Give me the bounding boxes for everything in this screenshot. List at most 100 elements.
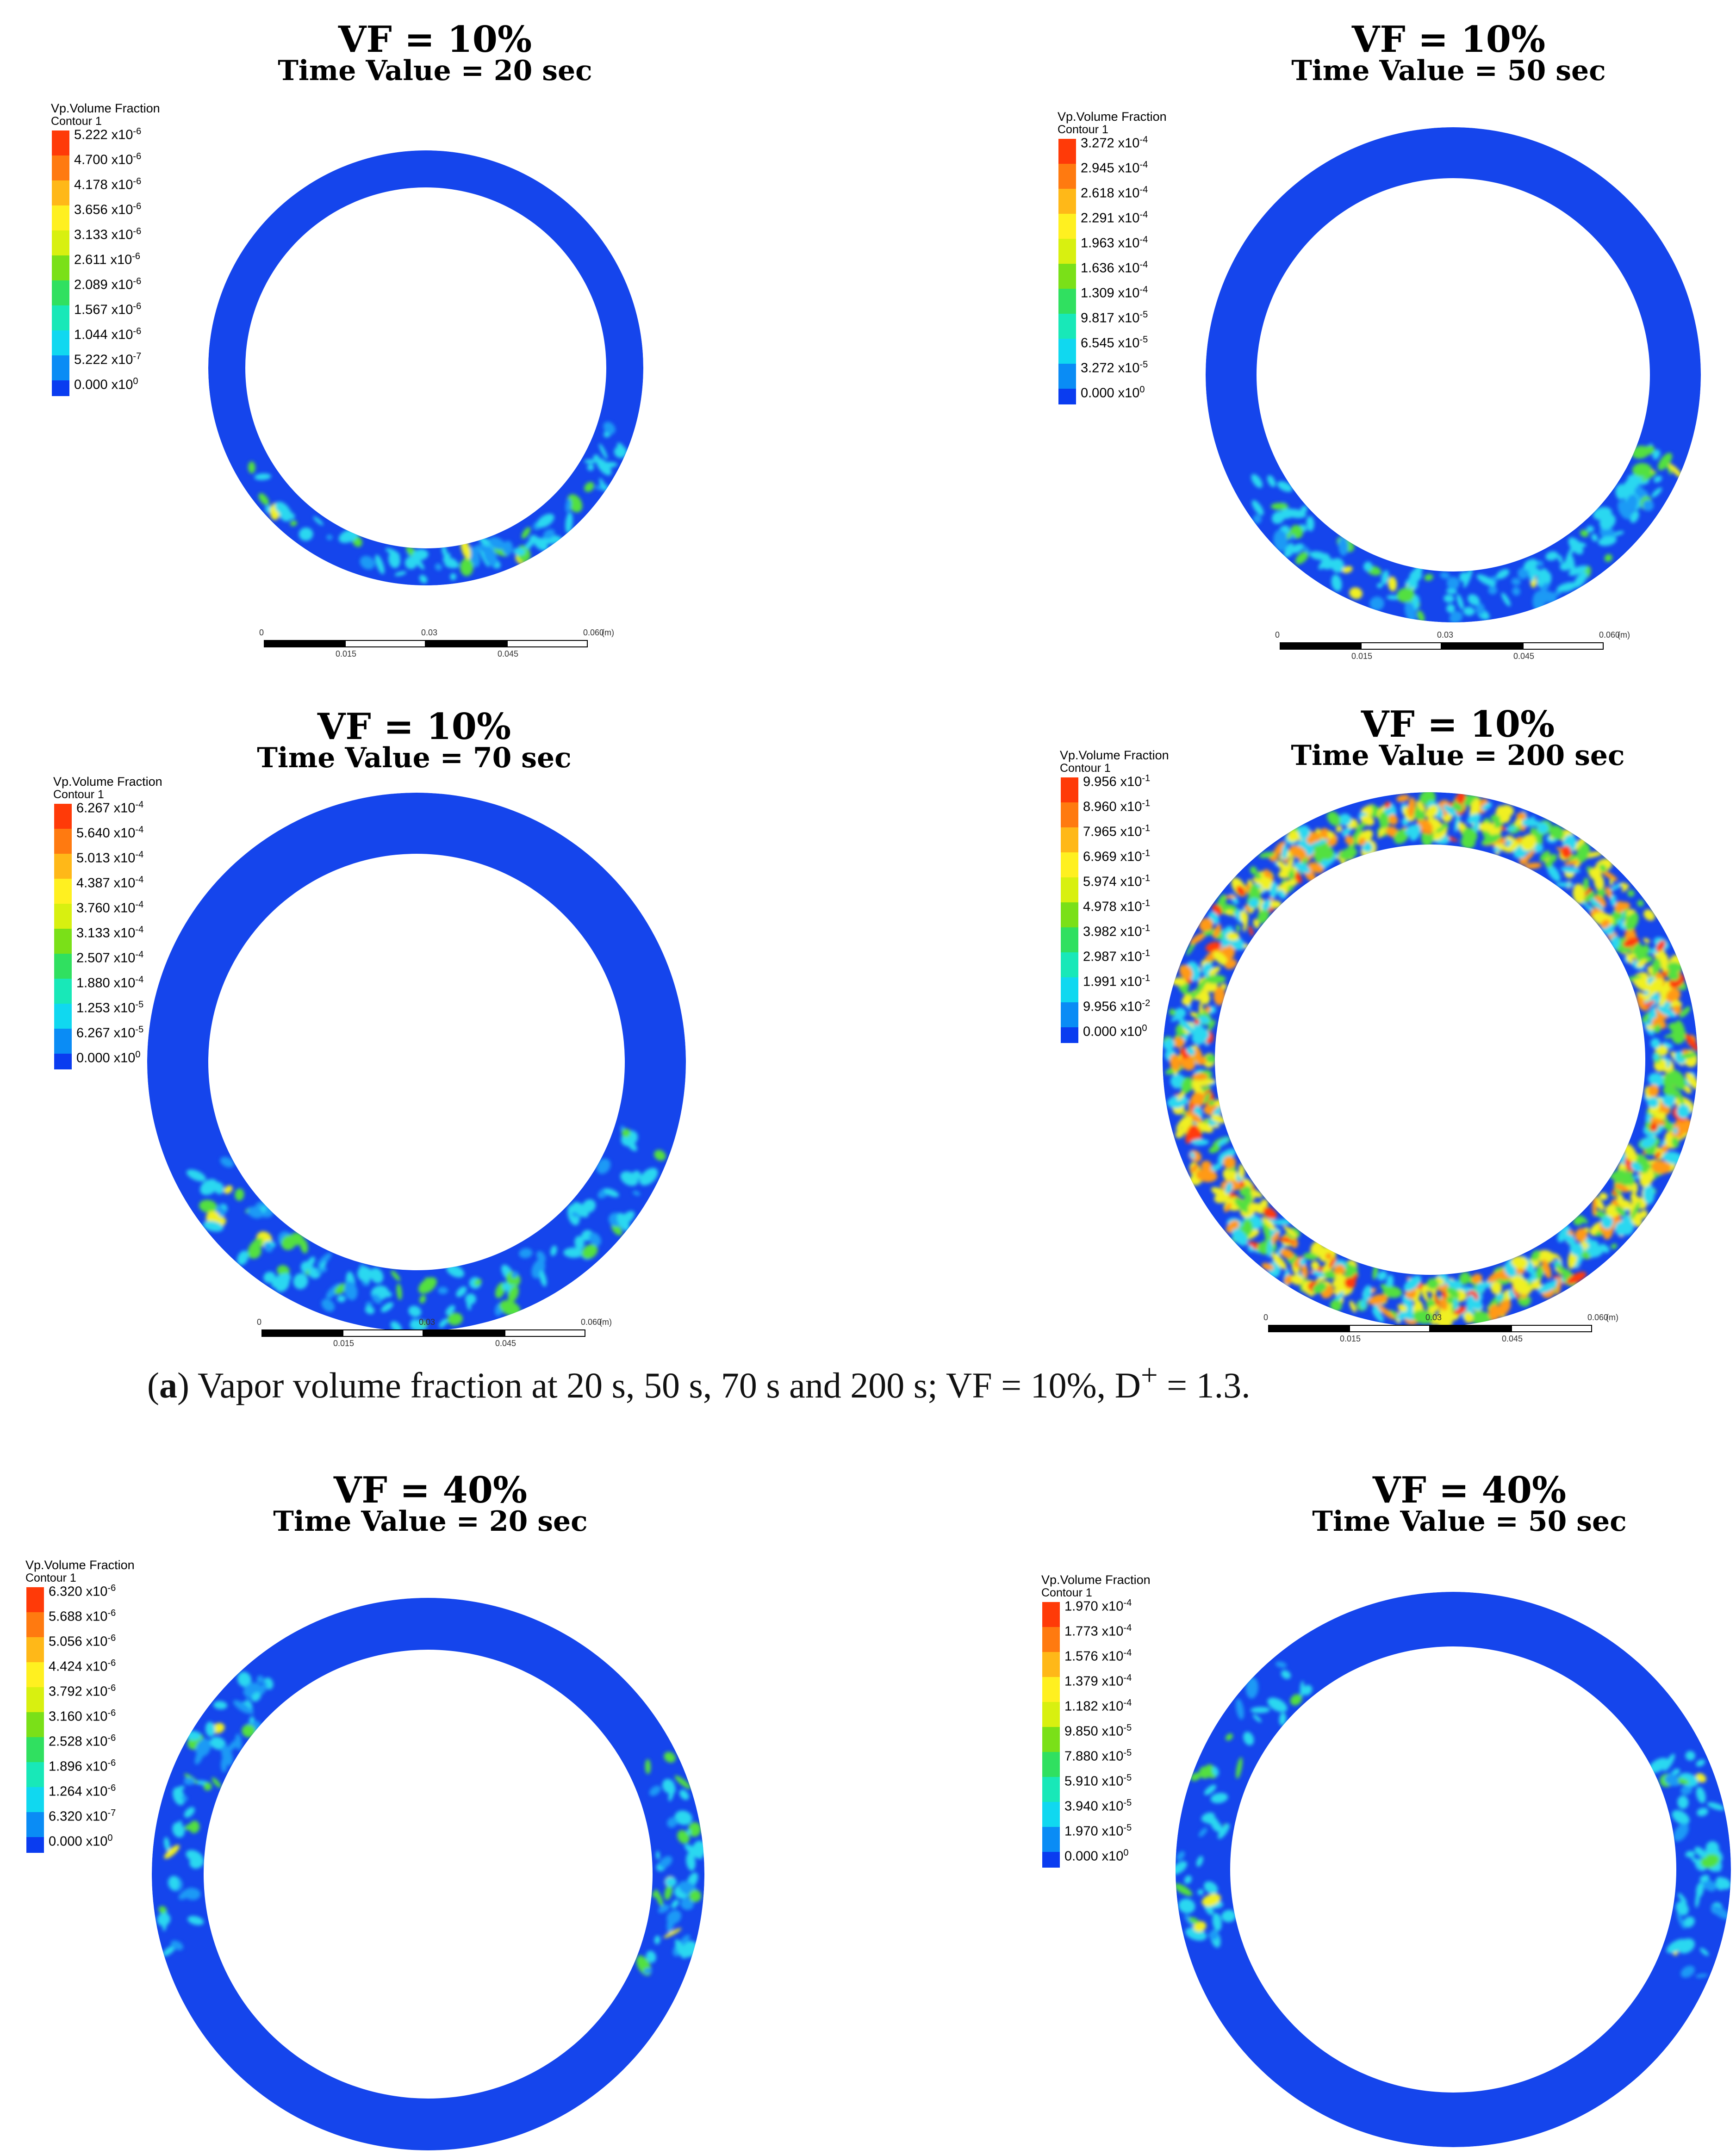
vapor-patch	[1213, 951, 1228, 966]
legend-swatch	[26, 1612, 44, 1637]
legend-tick-mantissa: 4.424	[49, 1659, 82, 1674]
vapor-patch	[391, 1270, 401, 1281]
vapor-patch	[1244, 1178, 1253, 1190]
vapor-patch	[572, 1202, 589, 1217]
legend-tick-exponent: 0	[1142, 1023, 1147, 1033]
legend-tick-label: 5.640 x10-4	[76, 823, 143, 840]
vapor-patch	[1377, 1304, 1395, 1320]
vapor-patch	[224, 1185, 233, 1194]
vapor-patch	[1205, 1006, 1211, 1013]
legend-tick-mantissa: 6.320	[49, 1584, 82, 1599]
vapor-patch	[1176, 1883, 1193, 1896]
vapor-patch	[404, 556, 417, 569]
vapor-patch	[1338, 537, 1348, 556]
vapor-patch	[1588, 1240, 1599, 1249]
vapor-patch	[1556, 882, 1574, 888]
legend-swatch	[26, 1712, 44, 1737]
legend-tick-mantissa: 5.222	[74, 127, 108, 143]
legend-swatch	[54, 1054, 72, 1069]
vapor-patch	[1196, 1056, 1207, 1065]
vapor-patch	[1369, 596, 1384, 611]
vapor-patch	[1697, 1807, 1708, 1816]
vapor-fraction-field	[1176, 1661, 1731, 1978]
vapor-patch	[668, 1785, 675, 1801]
vapor-patch	[1388, 576, 1397, 591]
legend-tick-mantissa: 1.044	[74, 327, 108, 342]
legend-swatch	[54, 929, 72, 954]
vapor-patch	[1528, 562, 1535, 582]
vapor-patch	[1677, 1938, 1695, 1954]
legend-tick-base: x10	[82, 1584, 108, 1599]
vapor-patch	[1302, 545, 1311, 554]
scale-segment	[507, 640, 588, 647]
vapor-patch	[187, 1916, 204, 1925]
legend-tick-exponent: -4	[135, 950, 144, 960]
vapor-patch	[1267, 1697, 1288, 1712]
vapor-patch	[1169, 1008, 1176, 1016]
vapor-patch	[679, 1934, 690, 1946]
vapor-patch	[1647, 1097, 1659, 1108]
legend-tick-exponent: -1	[1142, 848, 1151, 858]
vapor-patch	[1426, 1278, 1439, 1290]
legend-tick-exponent: -5	[1123, 1773, 1132, 1783]
vapor-patch	[1446, 588, 1457, 594]
vapor-patch	[317, 1253, 332, 1267]
annulus-base	[1176, 1592, 1731, 2147]
vapor-patch	[1248, 1245, 1254, 1252]
contour-legend: Vp.Volume Fraction Contour 1 9.956 x10-1 8.…	[1060, 749, 1236, 1063]
vapor-patch	[1328, 1257, 1336, 1268]
vapor-patch	[1680, 1052, 1698, 1059]
vapor-patch	[614, 446, 627, 458]
vapor-patch	[254, 473, 271, 480]
vapor-patch	[1602, 927, 1615, 935]
scale-label: 0.03	[421, 628, 438, 637]
vapor-patch	[1223, 1156, 1236, 1169]
vapor-patch	[1516, 812, 1527, 820]
annulus-contour-plot	[152, 1598, 705, 2150]
vapor-patch	[1199, 1766, 1210, 1779]
annulus-base	[1163, 792, 1698, 1327]
vapor-patch	[1362, 1285, 1372, 1302]
vapor-patch	[1197, 1122, 1213, 1133]
vapor-patch	[1518, 567, 1529, 579]
vapor-patch	[1597, 888, 1605, 897]
vapor-patch	[1174, 1007, 1186, 1019]
legend-swatch	[26, 1837, 44, 1853]
vapor-patch	[1668, 464, 1683, 478]
vapor-patch	[162, 1911, 168, 1931]
vapor-patch	[1521, 834, 1537, 851]
vapor-patch	[1475, 602, 1485, 615]
legend-tick-mantissa: 9.956	[1083, 774, 1117, 789]
vapor-patch	[1294, 862, 1311, 873]
vapor-patch	[584, 482, 595, 492]
vapor-patch	[659, 1856, 672, 1868]
legend-tick-base: x10	[1098, 1774, 1124, 1789]
legend-tick-base: x10	[106, 252, 132, 267]
vapor-patch	[1504, 1262, 1517, 1278]
legend-tick-mantissa: 0.000	[1083, 1024, 1117, 1039]
vapor-patch	[632, 1170, 641, 1180]
legend-tick-exponent: -4	[1123, 1598, 1132, 1608]
vapor-patch	[1519, 850, 1536, 865]
vapor-patch	[421, 1320, 428, 1327]
vapor-patch	[666, 1910, 682, 1925]
vapor-patch	[1611, 1243, 1618, 1249]
legend-tick-label: 7.880 x10-5	[1064, 1746, 1132, 1764]
legend-tick-exponent: -6	[133, 326, 142, 336]
vapor-patch	[1599, 864, 1607, 872]
vapor-patch	[186, 1169, 206, 1182]
vapor-fraction-field	[248, 422, 627, 584]
legend-tick-mantissa: 3.133	[74, 227, 108, 242]
legend-color-bar	[1058, 139, 1076, 404]
legend-tick-exponent: -1	[1142, 823, 1151, 833]
legend-swatch	[1058, 339, 1076, 364]
vapor-patch	[1645, 1113, 1651, 1123]
vapor-patch	[162, 1945, 176, 1956]
length-scale-bar: 0 0.03 0.060 (m) 0.015 0.045	[1275, 630, 1630, 662]
vapor-patch	[1705, 1841, 1719, 1855]
vapor-patch	[1501, 592, 1511, 607]
vapor-patch	[1196, 1168, 1218, 1182]
vapor-patch	[1196, 1856, 1203, 1867]
vapor-patch	[1163, 1039, 1175, 1050]
vapor-patch	[1226, 1733, 1233, 1741]
